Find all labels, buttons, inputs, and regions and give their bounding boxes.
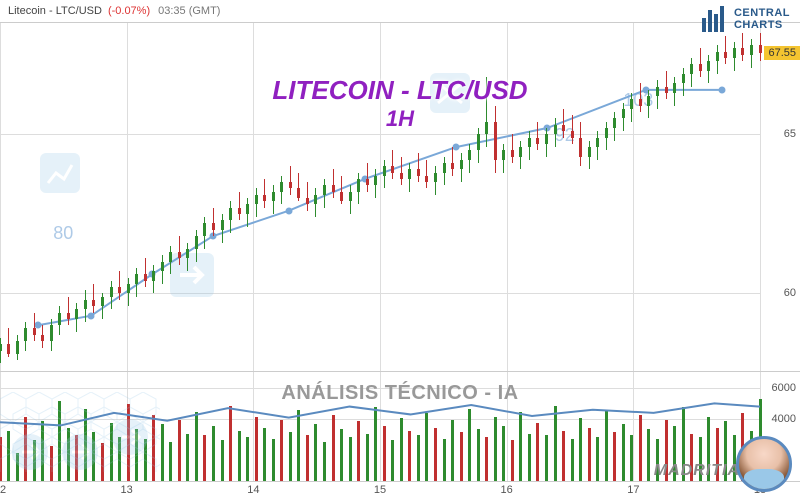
chart-header: Litecoin - LTC/USD (-0.07%) 03:35 (GMT) bbox=[0, 0, 800, 22]
footer-brand: MADRITIA bbox=[654, 462, 740, 480]
timestamp: 03:35 (GMT) bbox=[158, 5, 220, 17]
logo-icon bbox=[702, 6, 728, 32]
y-tick-label: 60 bbox=[784, 287, 796, 299]
x-tick-label: 16 bbox=[501, 484, 513, 496]
candlestick-series bbox=[0, 23, 760, 371]
x-tick-label: 17 bbox=[627, 484, 639, 496]
x-tick-label: 15 bbox=[374, 484, 386, 496]
logo-text: CENTRALCHARTS bbox=[734, 7, 790, 31]
change-pct: (-0.07%) bbox=[108, 5, 150, 17]
volume-bars bbox=[0, 372, 760, 481]
y-tick-label: 65 bbox=[784, 128, 796, 140]
price-chart[interactable]: LITECOIN - LTC/USD 1H 67.55 60658092103 bbox=[0, 22, 800, 372]
x-axis: 12131415161718 bbox=[0, 482, 800, 500]
avatar-icon[interactable] bbox=[736, 436, 792, 492]
current-price-badge: 67.55 bbox=[764, 46, 800, 60]
x-tick-label: 14 bbox=[247, 484, 259, 496]
x-tick-label: 12 bbox=[0, 484, 6, 496]
brand-logo[interactable]: CENTRALCHARTS bbox=[702, 6, 790, 32]
vol-y-tick: 4000 bbox=[772, 413, 796, 425]
x-tick-label: 13 bbox=[121, 484, 133, 496]
symbol-label: Litecoin - LTC/USD bbox=[8, 5, 102, 17]
vol-y-tick: 6000 bbox=[772, 382, 796, 394]
